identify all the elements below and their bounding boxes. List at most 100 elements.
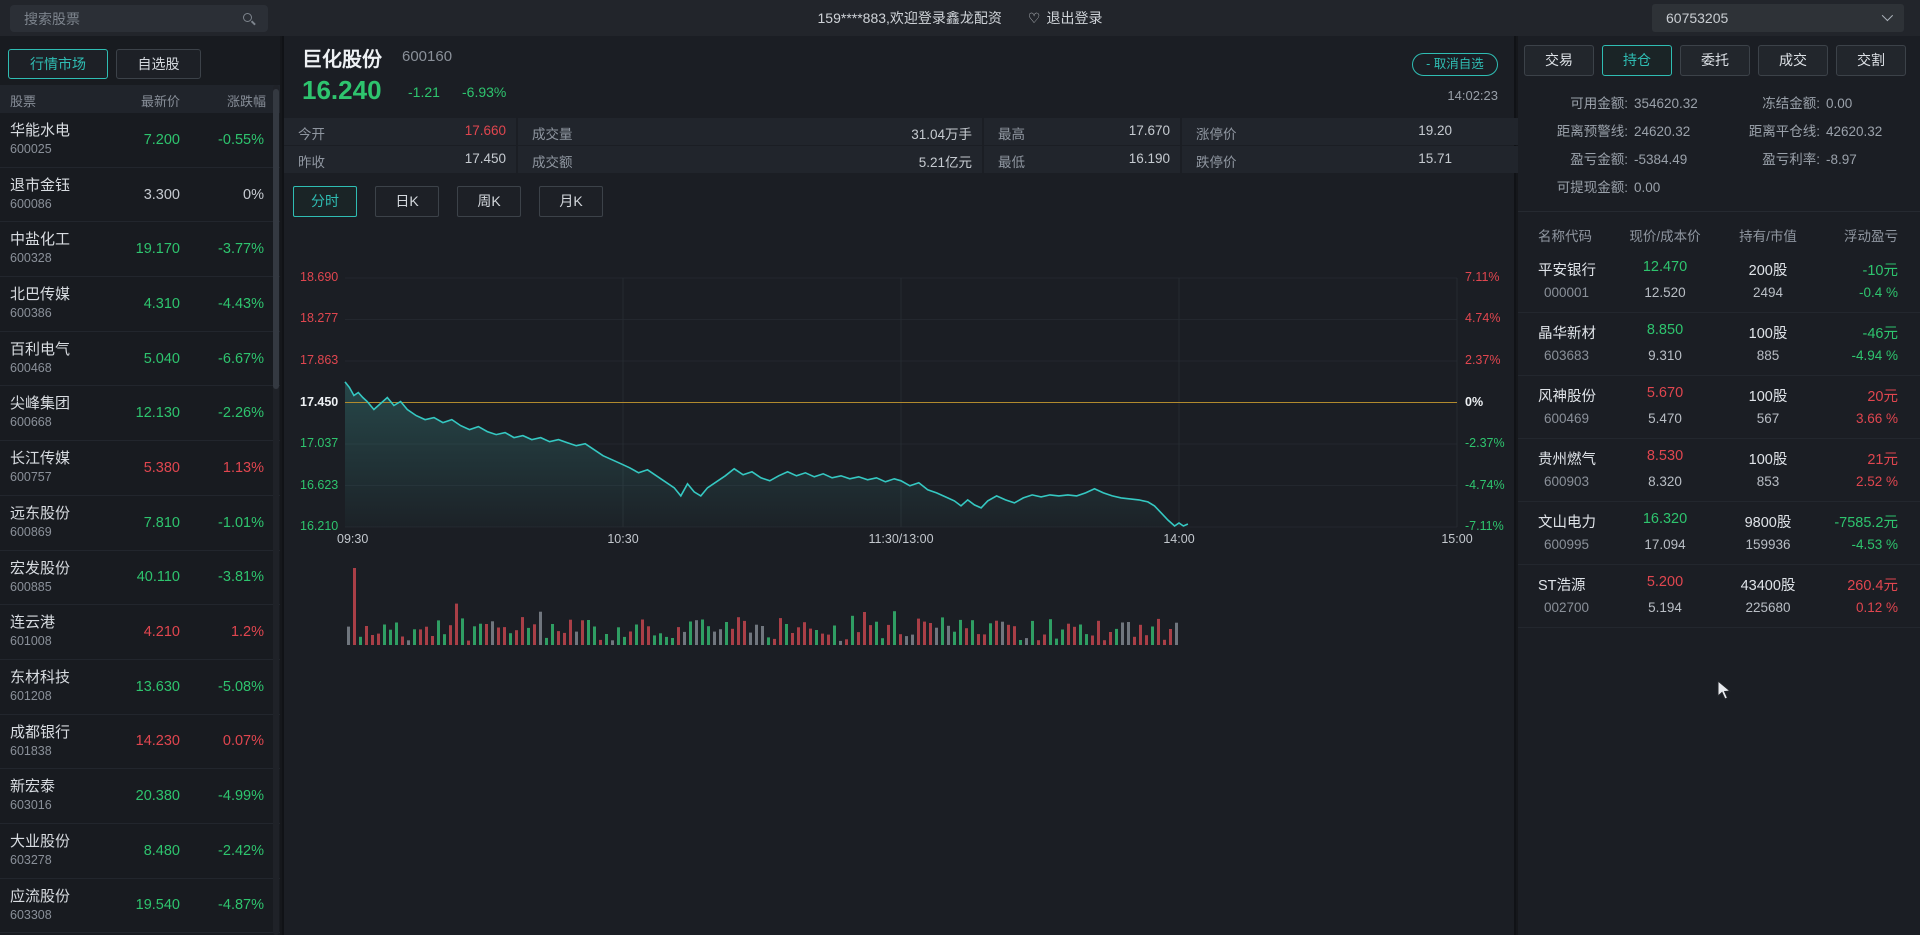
volume-bar (659, 633, 662, 645)
last-price: 16.240 (302, 75, 382, 105)
summary-value: 42620.32 (1826, 124, 1883, 139)
info-label: 最低 (998, 155, 1025, 170)
info-row: 今开 17.660 成交量 31.04万手 最高 17.670 涨停价 19.20 (284, 118, 1518, 145)
volume-bar (479, 623, 482, 645)
volume-bar (767, 637, 770, 645)
holding-name: 晶华新材 (1538, 326, 1596, 342)
summary-label: 盈亏利率: (1762, 152, 1820, 167)
info-value: 19.20 (1418, 123, 1452, 138)
volume-bar (977, 634, 980, 645)
trade-tab-3[interactable]: 成交 (1758, 45, 1828, 76)
y-axis-price-label: 18.690 (300, 270, 339, 284)
stock-list-item[interactable]: 应流股份 603308 19.540 -4.87% (0, 879, 280, 934)
volume-bar (1157, 618, 1160, 645)
search-input[interactable] (10, 5, 268, 32)
volume-bar (371, 635, 374, 645)
info-label: 涨停价 (1196, 127, 1237, 142)
stock-list-item[interactable]: 远东股份 600869 7.810 -1.01% (0, 496, 280, 551)
y-axis-pct-label: 0% (1465, 394, 1484, 409)
stock-list-item[interactable]: 北巴传媒 600386 4.310 -4.43% (0, 277, 280, 332)
holding-market-value: 885 (1756, 348, 1780, 363)
holdings-row[interactable]: 晶华新材 603683 8.850 9.310 100股 885 -46元 -4.94 % (1518, 313, 1920, 376)
stock-code: 600885 (10, 579, 52, 594)
summary-label: 可用金额: (1570, 96, 1628, 111)
holding-price: 16.320 (1642, 511, 1688, 527)
holding-name: 风神股份 (1538, 389, 1596, 405)
info-value: 31.04万手 (911, 127, 972, 142)
volume-bar (437, 620, 440, 645)
chart-tab-1[interactable]: 日K (375, 186, 439, 217)
volume-bar (1145, 635, 1148, 645)
stock-list-item[interactable]: 华能水电 600025 7.200 -0.55% (0, 113, 280, 168)
volume-bar (929, 623, 932, 645)
stock-search-box[interactable] (10, 5, 268, 32)
stock-change: 1.2% (230, 624, 264, 641)
volume-bar (449, 625, 452, 645)
stock-col-header: 涨跌幅 (226, 94, 266, 109)
stock-code: 600328 (10, 251, 52, 266)
welcome-text: 159****883,欢迎登录鑫龙配资 (817, 10, 1002, 26)
chart-tab-0[interactable]: 分时 (293, 186, 357, 217)
stock-name: 退市金钰 (10, 176, 71, 194)
summary-label: 可提现金额: (1556, 180, 1628, 195)
stock-list-item[interactable]: 中盐化工 600328 19.170 -3.77% (0, 222, 280, 278)
cancel-watch-button[interactable]: - 取消自选 (1412, 53, 1498, 76)
holding-pnl-pct: -0.4 % (1858, 285, 1898, 300)
volume-bar (485, 624, 488, 645)
stock-list-item[interactable]: 百利电气 600468 5.040 -6.67% (0, 332, 280, 387)
volume-bar (971, 620, 974, 645)
holdings-row[interactable]: 贵州燃气 600903 8.530 8.320 100股 853 21元 2.52 % (1518, 439, 1920, 502)
stock-list-item[interactable]: 宏发股份 600885 40.110 -3.81% (0, 551, 280, 606)
intraday-chart[interactable]: 18.690 18.277 17.863 17.450 17.037 16.623 16.2… (284, 230, 1518, 660)
stock-change: -4.43% (218, 295, 264, 312)
stock-list-item[interactable]: 新宏泰 603016 20.380 -4.99% (0, 769, 280, 824)
account-select[interactable]: 60753205 (1652, 4, 1904, 32)
volume-bar (1109, 632, 1112, 645)
chart-canvas[interactable] (284, 230, 1518, 660)
price-change-pct: -6.93% (462, 84, 507, 100)
holdings-row[interactable]: ST浩源 002700 5.200 5.194 43400股 225680 260.4元 0.… (1518, 565, 1920, 628)
stock-list-item[interactable]: 连云港 601008 4.210 1.2% (0, 605, 280, 660)
holding-code: 600469 (1544, 411, 1590, 426)
volume-bar (749, 632, 752, 645)
chart-tab-3[interactable]: 月K (539, 186, 603, 217)
stock-col-header: 最新价 (140, 94, 180, 109)
info-cell: 最高 17.670 (984, 118, 1180, 145)
logout-link[interactable]: ♡ 退出登录 (1028, 8, 1103, 28)
volume-bar (869, 625, 872, 645)
scrollbar-thumb[interactable] (273, 89, 279, 389)
holding-pnl-pct: -4.53 % (1851, 537, 1898, 552)
summary-value: 0.00 (1634, 180, 1661, 195)
heart-icon: ♡ (1027, 9, 1041, 26)
trade-tab-0[interactable]: 交易 (1524, 45, 1594, 76)
volume-bar (575, 631, 578, 645)
volume-bar (647, 626, 650, 645)
stock-list-header: 股票 最新价 涨跌幅 (0, 85, 280, 113)
account-summary: 可用金额: 354620.32 冻结金额: 0.00 距离预警线: 24620.32 距离平… (1532, 92, 1908, 204)
stock-list-item[interactable]: 成都银行 601838 14.230 0.07% (0, 715, 280, 770)
holding-code: 002700 (1544, 600, 1590, 615)
trade-tab-4[interactable]: 交割 (1836, 45, 1906, 76)
volume-bar (653, 635, 656, 645)
stock-list-item[interactable]: 尖峰集团 600668 12.130 -2.26% (0, 386, 280, 442)
volume-bar (779, 618, 782, 645)
volume-bar (1103, 640, 1106, 645)
holdings-row[interactable]: 平安银行 000001 12.470 12.520 200股 2494 -10元 -0.4 % (1518, 250, 1920, 313)
volume-bar (677, 627, 680, 645)
chart-tab-2[interactable]: 周K (457, 186, 521, 217)
holdings-row[interactable]: 文山电力 600995 16.320 17.094 9800股 159936 -7585.2… (1518, 502, 1920, 565)
stock-code: 600668 (10, 415, 52, 430)
trade-tab-2[interactable]: 委托 (1680, 45, 1750, 76)
stock-list-item[interactable]: 退市金钰 600086 3.300 0% (0, 168, 280, 223)
trade-tab-1[interactable]: 持仓 (1602, 45, 1672, 76)
stock-list-item[interactable]: 大业股份 603278 8.480 -2.42% (0, 824, 280, 879)
sidebar-tab-watchlist[interactable]: 自选股 (116, 49, 201, 79)
holding-pnl: 20元 (1867, 389, 1898, 405)
volume-bar (905, 636, 908, 645)
holdings-row[interactable]: 风神股份 600469 5.670 5.470 100股 567 20元 3.66 % (1518, 376, 1920, 439)
sidebar-tab-market[interactable]: 行情市场 (8, 49, 108, 79)
sidebar-scrollbar[interactable] (273, 85, 279, 935)
volume-bar (503, 627, 506, 645)
stock-list-item[interactable]: 东材科技 601208 13.630 -5.08% (0, 660, 280, 715)
stock-list-item[interactable]: 长江传媒 600757 5.380 1.13% (0, 441, 280, 496)
